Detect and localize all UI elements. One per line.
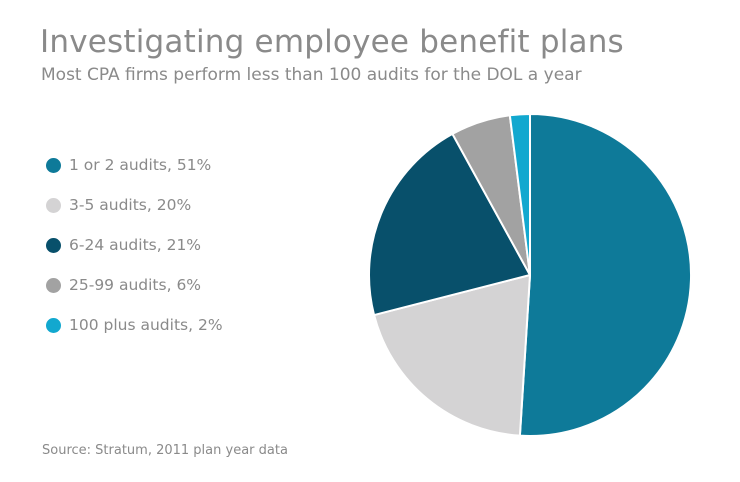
source-note: Source: Stratum, 2011 plan year data [42, 443, 288, 458]
legend-item: 3-5 audits, 20% [46, 185, 223, 225]
legend-swatch [46, 197, 61, 213]
chart-legend: 1 or 2 audits, 51% 3-5 audits, 20% 6-24 … [46, 145, 223, 345]
pie-slice-2 [373, 274, 531, 437]
pie-slice-5 [508, 113, 531, 276]
chart-subtitle: Most CPA firms perform less than 100 aud… [41, 65, 582, 85]
legend-label: 6-24 audits, 21% [69, 236, 202, 254]
legend-label: 3-5 audits, 20% [69, 196, 192, 214]
legend-swatch [46, 237, 61, 253]
legend-swatch [46, 277, 61, 293]
legend-swatch [46, 317, 61, 333]
pie-slice-1 [518, 113, 693, 437]
legend-item: 100 plus audits, 2% [46, 305, 223, 345]
legend-label: 100 plus audits, 2% [69, 316, 223, 334]
legend-item: 6-24 audits, 21% [46, 225, 223, 265]
pie-slice-3 [368, 132, 531, 317]
legend-item: 1 or 2 audits, 51% [46, 145, 223, 185]
legend-label: 1 or 2 audits, 51% [69, 156, 212, 174]
legend-item: 25-99 audits, 6% [46, 265, 223, 305]
legend-swatch [46, 157, 61, 173]
chart-title: Investigating employee benefit plans [40, 24, 624, 60]
legend-label: 25-99 audits, 6% [69, 276, 202, 294]
